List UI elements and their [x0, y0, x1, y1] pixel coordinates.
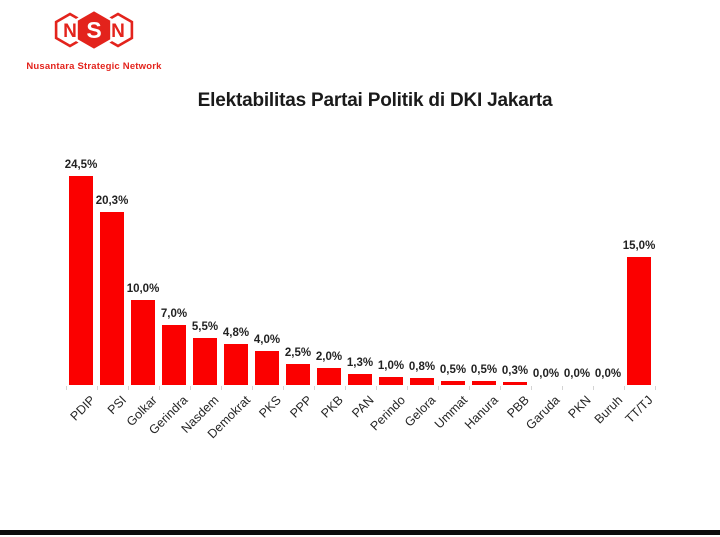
axis-tick: [158, 386, 160, 390]
axis-tick: [499, 386, 501, 390]
bar-Hanura: [472, 380, 496, 385]
value-label-PBB: 0,3%: [501, 365, 529, 378]
axis-tick: [127, 386, 129, 390]
axis-tick: [654, 386, 656, 390]
bar-TT/TJ: [627, 257, 651, 385]
bar-Gelora: [410, 378, 434, 385]
axis-tick: [96, 386, 98, 390]
logo-subtitle: Nusantara Strategic Network: [26, 61, 162, 72]
value-label-Buruh: 0,0%: [594, 368, 622, 380]
axis-tick: [282, 386, 284, 390]
category-label-Garuda: Garuda: [523, 393, 563, 433]
value-label-PSI: 20,3%: [95, 194, 129, 207]
value-label-Golkar: 10,0%: [126, 282, 160, 295]
logo-letter-n-left: N: [63, 21, 77, 42]
category-label-PKS: PKS: [256, 393, 284, 421]
axis-tick: [468, 386, 470, 390]
axis-tick: [623, 386, 625, 390]
axis-tick: [189, 386, 191, 390]
axis-tick: [592, 386, 594, 390]
category-label-Buruh: Buruh: [591, 393, 625, 427]
value-label-PKN: 0,0%: [563, 368, 591, 380]
logo-letter-n-right: N: [111, 21, 125, 42]
value-label-PKB: 2,0%: [315, 350, 343, 363]
bar-Demokrat: [224, 344, 248, 385]
bar-Gerindra: [162, 325, 186, 385]
axis-tick: [406, 386, 408, 390]
axis-tick: [375, 386, 377, 390]
bar-PDIP: [69, 176, 93, 385]
value-label-PKS: 4,0%: [253, 333, 281, 346]
bar-PKS: [255, 350, 279, 385]
category-label-PKB: PKB: [318, 393, 346, 421]
bottom-divider: [0, 530, 720, 535]
axis-tick: [344, 386, 346, 390]
bar-PAN: [348, 373, 372, 385]
value-label-Nasdem: 5,5%: [191, 321, 219, 334]
value-label-PAN: 1,3%: [346, 356, 374, 369]
category-label-PKN: PKN: [565, 393, 594, 422]
category-label-PDIP: PDIP: [67, 393, 98, 424]
axis-tick: [561, 386, 563, 390]
value-label-PDIP: 24,5%: [64, 159, 98, 171]
logo-letter-s: S: [86, 17, 101, 43]
bar-Nasdem: [193, 338, 217, 385]
value-label-Gerindra: 7,0%: [160, 308, 188, 321]
category-label-Ummat: Ummat: [431, 393, 470, 432]
value-label-Garuda: 0,0%: [532, 368, 560, 380]
bar-PPP: [286, 363, 310, 385]
axis-tick: [313, 386, 315, 390]
value-label-Gelora: 0,8%: [408, 361, 436, 374]
axis-tick: [437, 386, 439, 390]
axis-tick: [251, 386, 253, 390]
chart-title: Elektabilitas Partai Politik di DKI Jaka…: [197, 90, 553, 111]
bar-Golkar: [131, 299, 155, 385]
bar-Ummat: [441, 380, 465, 385]
value-label-Hanura: 0,5%: [470, 363, 498, 376]
category-label-Hanura: Hanura: [462, 393, 501, 432]
value-label-Ummat: 0,5%: [439, 363, 467, 376]
category-label-PPP: PPP: [287, 393, 315, 421]
bar-PSI: [100, 211, 124, 385]
category-label-TT/TJ: TT/TJ: [622, 393, 656, 426]
category-label-PSI: PSI: [104, 393, 129, 418]
value-label-Perindo: 1,0%: [377, 359, 405, 372]
bar-PKB: [317, 367, 341, 385]
category-label-PAN: PAN: [349, 393, 377, 421]
nsn-logo: N S N Nusantara Strategic Network: [24, 10, 164, 72]
value-label-PPP: 2,5%: [284, 346, 312, 359]
axis-tick: [530, 386, 532, 390]
nsn-hexagons-icon: N S N: [54, 10, 134, 52]
value-label-Demokrat: 4,8%: [222, 327, 250, 340]
bar-PBB: [503, 382, 527, 385]
value-label-TT/TJ: 15,0%: [622, 240, 656, 252]
axis-tick: [65, 386, 67, 390]
axis-tick: [220, 386, 222, 390]
bar-Perindo: [379, 376, 403, 385]
